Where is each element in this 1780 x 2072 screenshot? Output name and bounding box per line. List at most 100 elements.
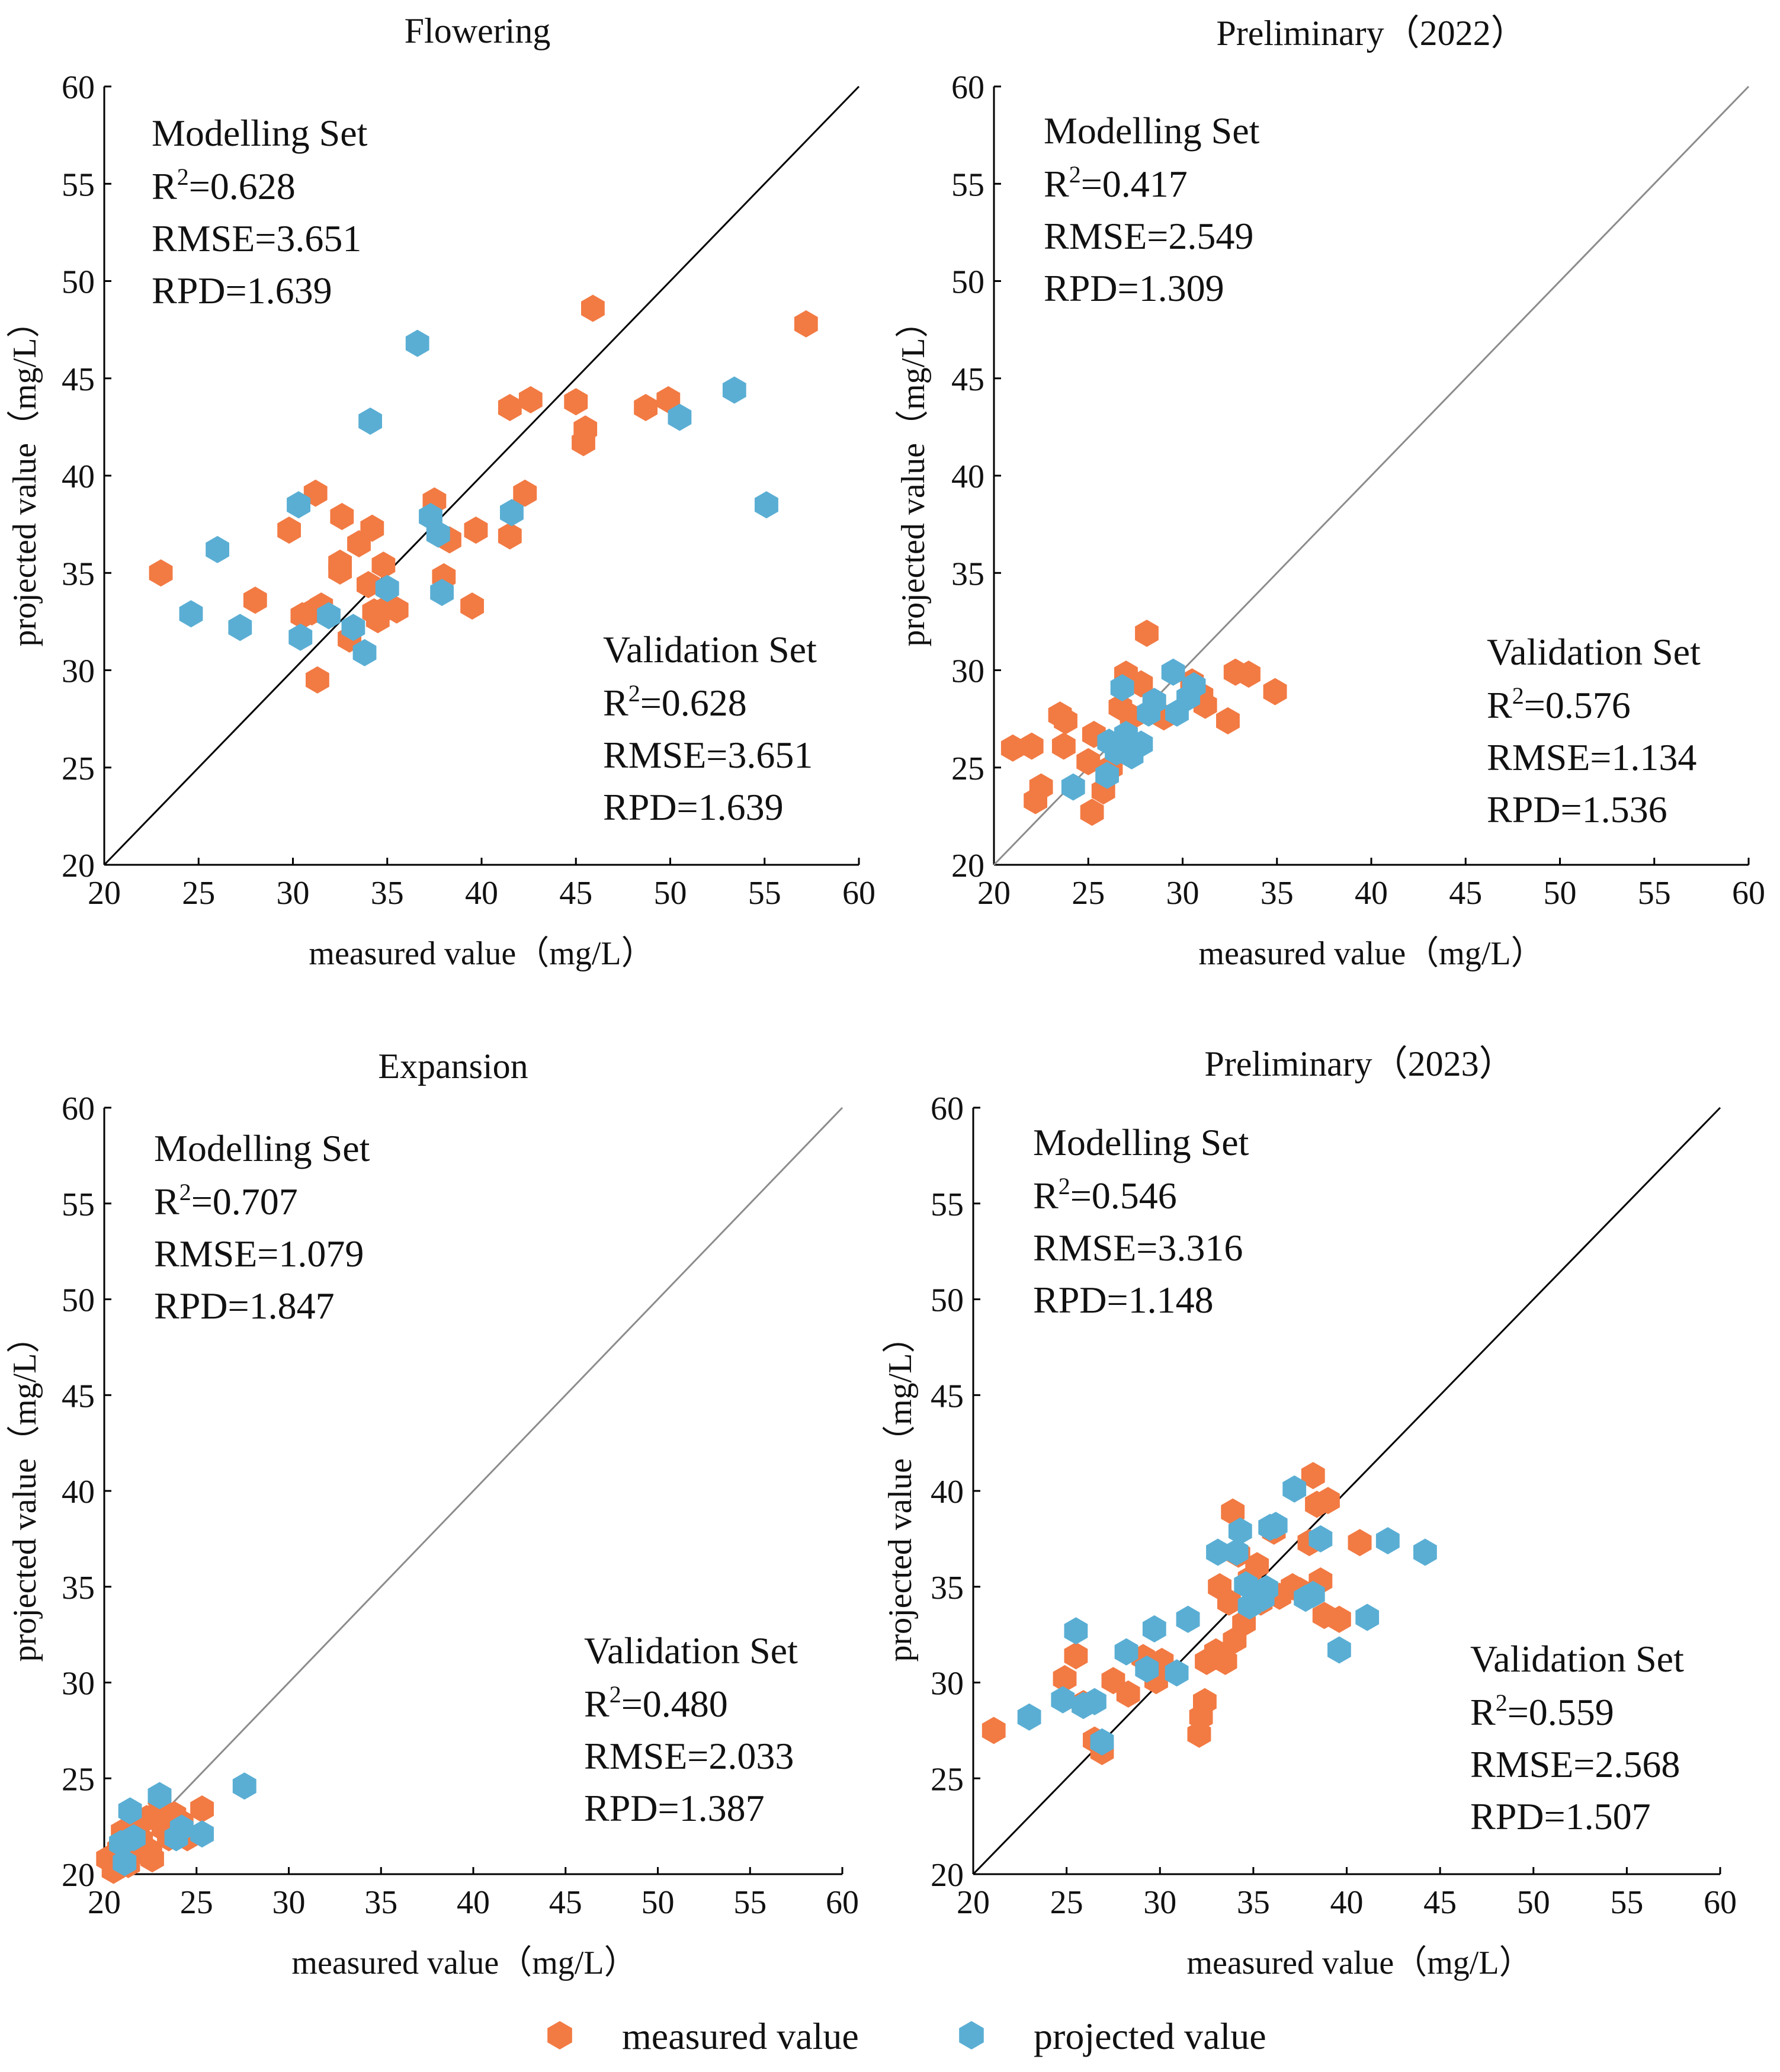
measured-point (1213, 1647, 1237, 1675)
projected-point (426, 520, 450, 548)
projected-point (405, 329, 429, 357)
validation-stats-rpd: RPD=1.507 (1470, 1795, 1651, 1837)
panel-title: Flowering (405, 11, 551, 50)
x-tick-label: 40 (457, 1884, 490, 1921)
y-tick-label: 25 (931, 1761, 964, 1798)
validation-stats-rpd: RPD=1.639 (603, 786, 784, 828)
measured-point (460, 592, 484, 620)
y-tick-label: 35 (62, 1570, 95, 1606)
y-tick-label: 50 (931, 1282, 964, 1319)
projected-point (1051, 1686, 1075, 1714)
measured-point (277, 517, 301, 544)
y-tick-label: 20 (951, 848, 984, 884)
y-tick-label: 50 (951, 264, 984, 301)
measured-point (371, 551, 396, 579)
projected-point (1129, 730, 1153, 758)
x-axis-title: measured value（mg/L） (291, 1945, 637, 1981)
measured-point (581, 294, 605, 322)
x-tick-label: 60 (842, 875, 875, 912)
projected-point (1228, 1517, 1252, 1545)
measured-point (1135, 620, 1159, 647)
measured-point (357, 571, 380, 598)
projected-point (169, 1814, 194, 1842)
modelling-stats: Modelling Set R2=0.707 RMSE=1.079 RPD=1.847 (154, 1127, 370, 1327)
projected-point (1308, 1525, 1333, 1553)
modelling-stats-r2: R2=0.628 (152, 163, 296, 207)
validation-stats-rmse: RMSE=3.651 (603, 734, 813, 776)
projected-point (1017, 1703, 1041, 1731)
measured-point (634, 394, 658, 421)
projected-series (179, 329, 778, 666)
measured-point (1080, 798, 1104, 826)
x-tick-label: 30 (277, 875, 310, 912)
y-tick-label: 20 (62, 1857, 95, 1894)
validation-stats-heading: Validation Set (603, 628, 817, 671)
legend-measured-hexagon (547, 2021, 572, 2049)
x-tick-label: 50 (642, 1884, 675, 1921)
x-tick-label: 60 (826, 1884, 859, 1921)
measured-point (1327, 1605, 1351, 1633)
y-tick-label: 25 (951, 750, 984, 787)
panel-title: Preliminary（2023） (1204, 1044, 1514, 1083)
projected-point (147, 1782, 172, 1810)
measured-point (1000, 734, 1025, 762)
x-tick-label: 55 (1638, 875, 1671, 912)
modelling-stats-rmse: RMSE=1.079 (154, 1233, 364, 1275)
y-tick-label: 50 (62, 1282, 95, 1319)
y-tick-label: 45 (951, 361, 984, 398)
measured-point (243, 586, 267, 614)
x-tick-label: 30 (272, 1884, 306, 1921)
projected-point (430, 579, 454, 607)
projected-point (1327, 1636, 1351, 1664)
x-tick-label: 20 (88, 875, 121, 912)
x-tick-label: 50 (654, 875, 687, 912)
projected-point (1110, 674, 1134, 702)
y-tick-label: 30 (931, 1666, 964, 1702)
measured-point (1217, 1588, 1241, 1616)
validation-stats: Validation Set R2=0.628 RMSE=3.651 RPD=1.63… (603, 628, 817, 828)
projected-point (1165, 1659, 1189, 1687)
measured-point (1116, 1680, 1140, 1708)
modelling-stats-r2: R2=0.546 (1033, 1173, 1177, 1217)
x-axis-title: measured value（mg/L） (1198, 935, 1544, 972)
projected-point (287, 491, 310, 519)
projected-series (1017, 1475, 1437, 1756)
validation-stats-heading: Validation Set (1487, 631, 1701, 673)
projected-point (118, 1797, 142, 1825)
modelling-stats: Modelling Set R2=0.417 RMSE=2.549 RPD=1.309 (1044, 110, 1260, 309)
validation-stats-rmse: RMSE=2.033 (584, 1735, 794, 1777)
measured-point (982, 1717, 1006, 1744)
measured-point (518, 386, 543, 413)
x-tick-label: 25 (180, 1884, 213, 1921)
projected-point (1282, 1475, 1307, 1503)
modelling-stats-rpd: RPD=1.639 (152, 270, 332, 312)
x-axis-title: measured value（mg/L） (309, 935, 654, 972)
projected-point (1142, 1615, 1166, 1643)
y-tick-label: 45 (62, 361, 95, 398)
measured-point (464, 517, 488, 544)
x-tick-label: 20 (977, 875, 1011, 912)
measured-point (1064, 1642, 1088, 1670)
projected-point (1182, 672, 1206, 700)
y-tick-label: 55 (62, 1186, 95, 1223)
y-tick-label: 40 (62, 458, 95, 495)
validation-stats-rpd: RPD=1.387 (584, 1787, 765, 1829)
y-tick-label: 40 (951, 458, 984, 495)
y-axis-title: projected value（mg/L） (895, 305, 932, 647)
x-tick-label: 25 (1050, 1884, 1083, 1921)
projected-point (722, 376, 746, 404)
validation-stats: Validation Set R2=0.559 RMSE=2.568 RPD=1.50… (1470, 1638, 1684, 1837)
measured-point (149, 559, 173, 587)
validation-stats-r2: R2=0.480 (584, 1681, 728, 1725)
projected-point (1142, 688, 1166, 716)
x-tick-label: 45 (549, 1884, 582, 1921)
panel-title: Expansion (378, 1047, 528, 1086)
measured-point (1237, 660, 1261, 688)
projected-point (755, 491, 778, 519)
y-tick-label: 45 (931, 1378, 964, 1415)
x-tick-label: 45 (1449, 875, 1482, 912)
